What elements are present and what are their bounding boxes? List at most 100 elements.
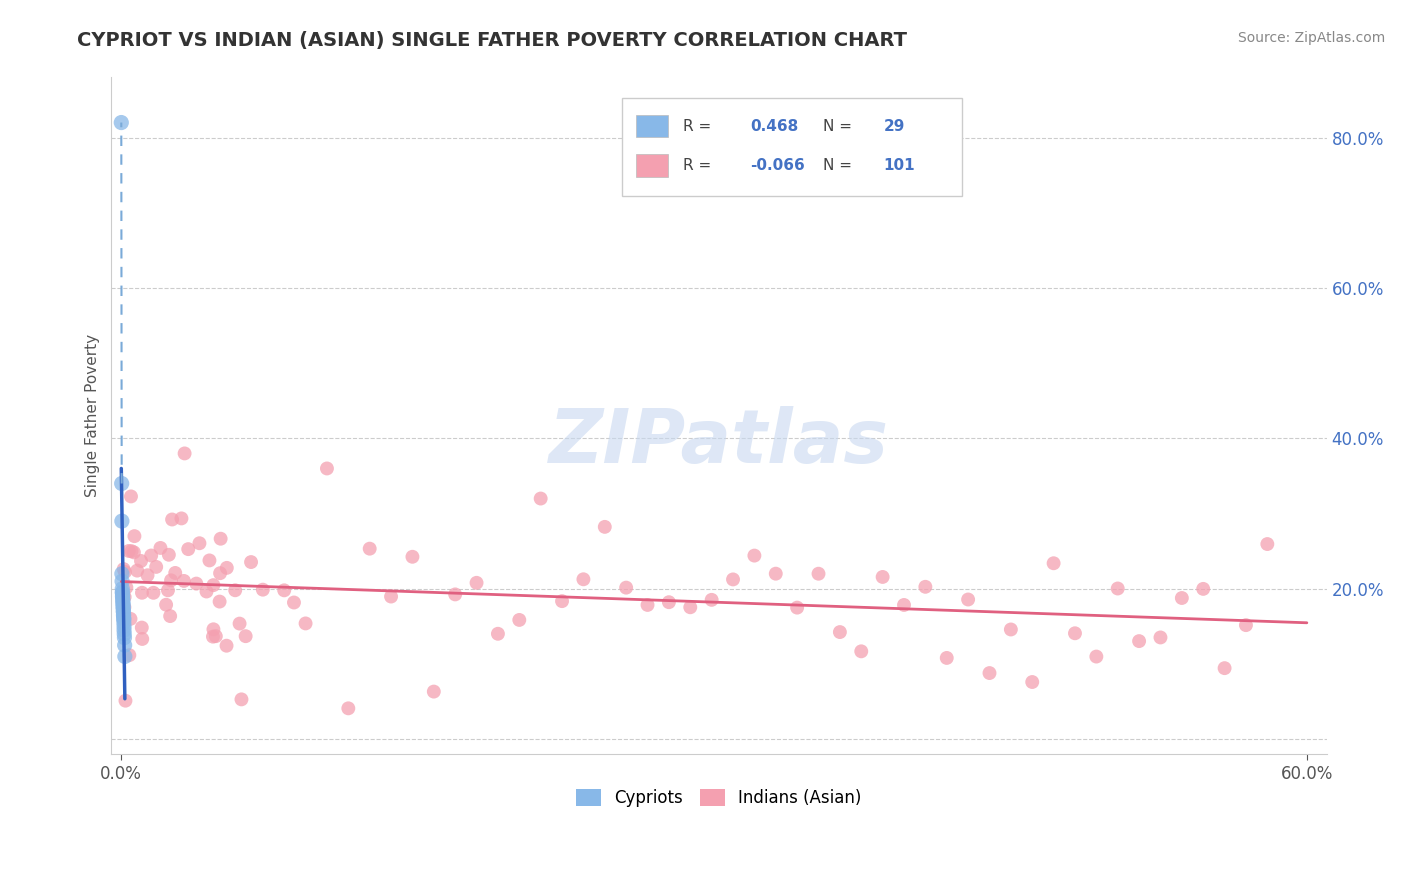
Point <box>1085 649 1108 664</box>
Point <box>572 572 595 586</box>
Text: ZIPatlas: ZIPatlas <box>548 407 889 479</box>
Point <box>1192 582 1215 596</box>
Point <box>228 616 250 631</box>
Point <box>444 587 467 601</box>
Point <box>136 568 159 582</box>
Point <box>155 598 177 612</box>
Point <box>149 541 172 555</box>
Point <box>111 476 134 491</box>
Point <box>114 631 136 645</box>
Point <box>957 592 980 607</box>
Point <box>1213 661 1236 675</box>
Point <box>142 586 165 600</box>
Legend: Cypriots, Indians (Asian): Cypriots, Indians (Asian) <box>569 782 869 814</box>
Point <box>252 582 274 597</box>
Point <box>112 627 135 641</box>
Point <box>215 561 238 575</box>
Point <box>118 544 141 558</box>
Point <box>121 544 143 558</box>
Point <box>273 583 295 598</box>
Point <box>294 616 316 631</box>
Point <box>114 565 136 579</box>
Point <box>129 554 152 568</box>
Point <box>240 555 263 569</box>
Point <box>160 574 183 588</box>
Point <box>935 651 957 665</box>
Point <box>112 597 135 611</box>
Point <box>423 684 446 698</box>
Point <box>195 584 218 599</box>
Text: 101: 101 <box>883 158 915 173</box>
Point <box>828 625 851 640</box>
Point <box>202 622 225 636</box>
Point <box>204 629 226 643</box>
Point <box>359 541 381 556</box>
Point <box>112 619 135 633</box>
Point <box>120 612 142 626</box>
Point <box>145 560 167 574</box>
Point <box>141 549 163 563</box>
Point <box>131 632 153 646</box>
Point <box>111 593 134 607</box>
Point <box>1149 631 1171 645</box>
Point <box>124 529 146 543</box>
Bar <box>621 98 962 196</box>
Point <box>208 594 231 608</box>
Text: 29: 29 <box>883 119 905 134</box>
Point <box>744 549 766 563</box>
Point <box>283 595 305 609</box>
Point <box>551 594 574 608</box>
Point <box>1064 626 1087 640</box>
Point <box>160 512 183 526</box>
Point <box>156 583 179 598</box>
Point <box>231 692 253 706</box>
Point <box>1256 537 1278 551</box>
Point <box>1128 634 1150 648</box>
Text: -0.066: -0.066 <box>749 158 804 173</box>
Point <box>530 491 553 506</box>
Point <box>637 598 659 612</box>
Point <box>316 461 339 475</box>
Point <box>112 600 135 615</box>
Point <box>173 446 195 460</box>
Point <box>131 621 153 635</box>
Point <box>112 600 135 615</box>
Point <box>131 586 153 600</box>
Point <box>111 566 134 581</box>
Point <box>112 604 135 618</box>
Point <box>118 648 141 662</box>
Text: 0.468: 0.468 <box>749 119 799 134</box>
Point <box>157 548 180 562</box>
Point <box>721 573 744 587</box>
Point <box>593 520 616 534</box>
Point <box>122 545 145 559</box>
Point <box>209 532 232 546</box>
Point <box>1000 623 1022 637</box>
Point <box>486 627 509 641</box>
Point <box>170 511 193 525</box>
Point <box>380 590 402 604</box>
Point <box>165 566 187 580</box>
Point <box>111 574 134 589</box>
Point <box>111 593 134 607</box>
Point <box>111 582 134 596</box>
Point <box>235 629 257 643</box>
Point <box>111 597 134 611</box>
Point <box>401 549 423 564</box>
Point <box>700 592 723 607</box>
Point <box>201 630 224 644</box>
Point <box>173 574 195 588</box>
Point <box>209 566 232 581</box>
Point <box>111 585 134 599</box>
Bar <box>637 154 668 177</box>
Point <box>114 649 136 664</box>
Point <box>614 581 637 595</box>
Point <box>893 598 915 612</box>
Point <box>114 638 136 652</box>
Point <box>112 604 135 618</box>
Point <box>465 575 488 590</box>
Point <box>111 514 134 528</box>
Point <box>1171 591 1194 605</box>
Text: R =: R = <box>683 158 711 173</box>
Point <box>215 639 238 653</box>
